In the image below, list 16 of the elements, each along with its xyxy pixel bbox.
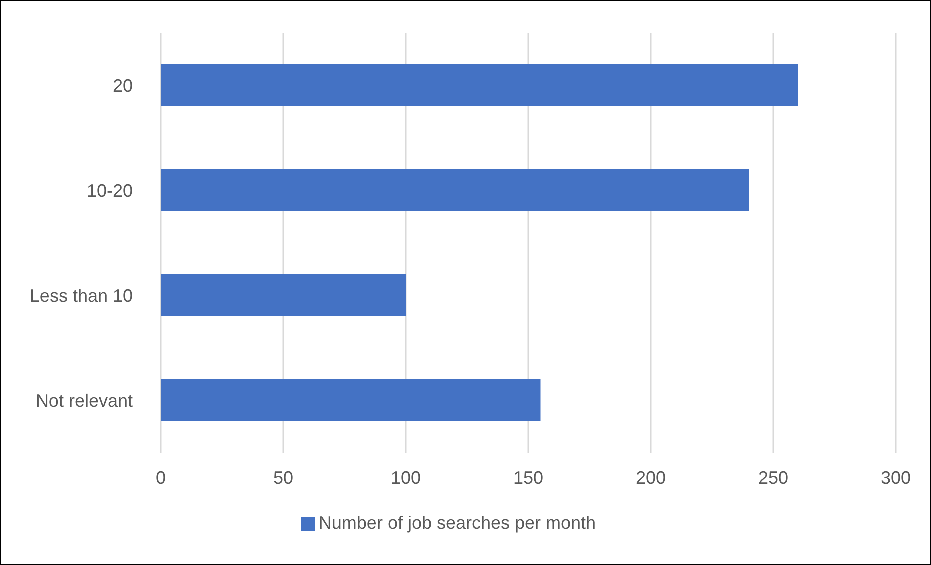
x-tick-label: 100 — [390, 468, 422, 488]
y-tick-label: 10-20 — [86, 180, 133, 201]
bar — [161, 380, 541, 422]
y-tick-label: Less than 10 — [30, 286, 133, 306]
x-tick-label: 200 — [636, 468, 666, 488]
y-tick-label: Not relevant — [36, 390, 133, 411]
x-tick-label: 150 — [513, 468, 544, 488]
bar — [161, 64, 798, 106]
x-tick-label: 300 — [880, 468, 912, 488]
bar — [161, 274, 406, 316]
x-tick-label: 0 — [156, 468, 166, 488]
bar — [161, 170, 749, 212]
x-tick-label: 50 — [273, 468, 294, 488]
legend-label: Number of job searches per month — [318, 513, 596, 533]
x-tick-label: 250 — [758, 468, 789, 488]
y-tick-label: 20 — [112, 76, 133, 96]
